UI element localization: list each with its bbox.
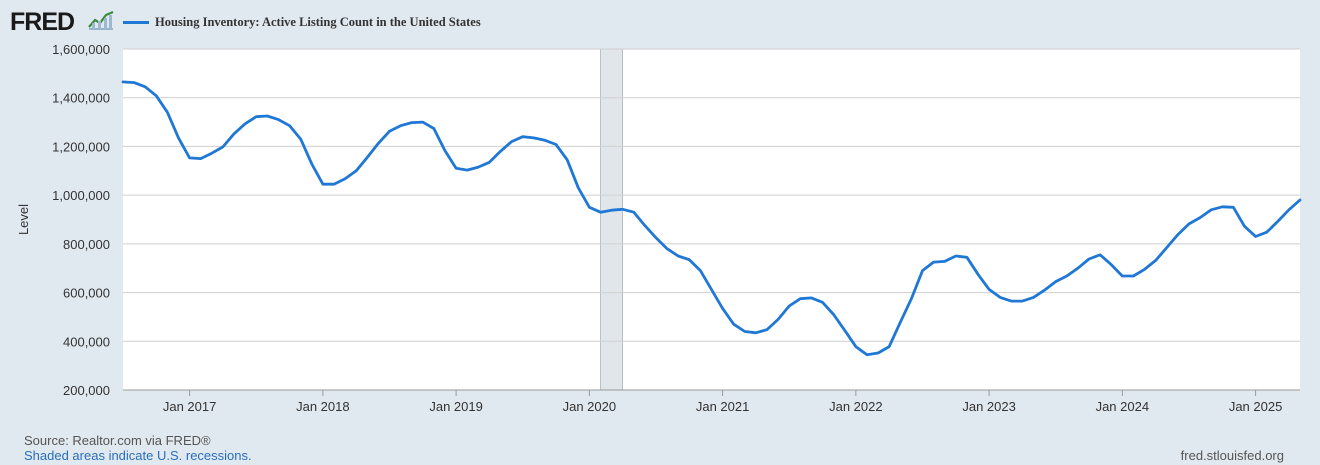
line-graph-icon [88,10,114,30]
chart-header: FRED Housing Inventory: Active Listing C… [0,0,1320,44]
y-tick-label: 800,000 [63,237,110,252]
y-axis: 200,000 400,000 600,000 800,000 1,000,000 1,2… [52,42,110,398]
y-tick-label: 1,200,000 [52,139,110,154]
y-tick-label: 1,000,000 [52,188,110,203]
legend-swatch [123,20,149,24]
x-tick-label: Jan 2018 [296,399,350,414]
x-tick-label: Jan 2024 [1096,399,1150,414]
y-tick-label: 400,000 [63,334,110,349]
chart-legend[interactable]: Housing Inventory: Active Listing Count … [123,13,481,31]
y-tick-label: 600,000 [63,286,110,301]
x-tick-label: Jan 2025 [1229,399,1283,414]
x-tick-label: Jan 2021 [696,399,750,414]
y-tick-label: 200,000 [63,383,110,398]
y-tick-label: 1,400,000 [52,91,110,106]
legend-label: Housing Inventory: Active Listing Count … [155,14,481,29]
source-note: Source: Realtor.com via FRED® [24,433,211,448]
y-axis-label: Level [16,204,31,235]
recession-note[interactable]: Shaded areas indicate U.S. recessions. [24,448,252,463]
x-tick-label: Jan 2023 [962,399,1016,414]
x-tick-label: Jan 2019 [429,399,483,414]
footer-notes: Source: Realtor.com via FRED® Shaded are… [24,433,252,463]
x-tick-label: Jan 2020 [563,399,617,414]
x-axis: Jan 2017 Jan 2018 Jan 2019 Jan 2020 Jan 2021… [123,389,1300,414]
fred-logo[interactable]: FRED [10,8,75,36]
site-url[interactable]: fred.stlouisfed.org [1180,448,1284,463]
x-tick-label: Jan 2022 [829,399,883,414]
recession-band [600,48,623,391]
x-tick-label: Jan 2017 [163,399,217,414]
series-line-active-listings[interactable] [121,80,1302,357]
y-tick-label: 1,600,000 [52,42,110,57]
recession-layer [600,48,623,391]
plot-area [123,49,1300,390]
line-chart[interactable]: 200,000 400,000 600,000 800,000 1,000,000 1,2… [0,0,1320,430]
